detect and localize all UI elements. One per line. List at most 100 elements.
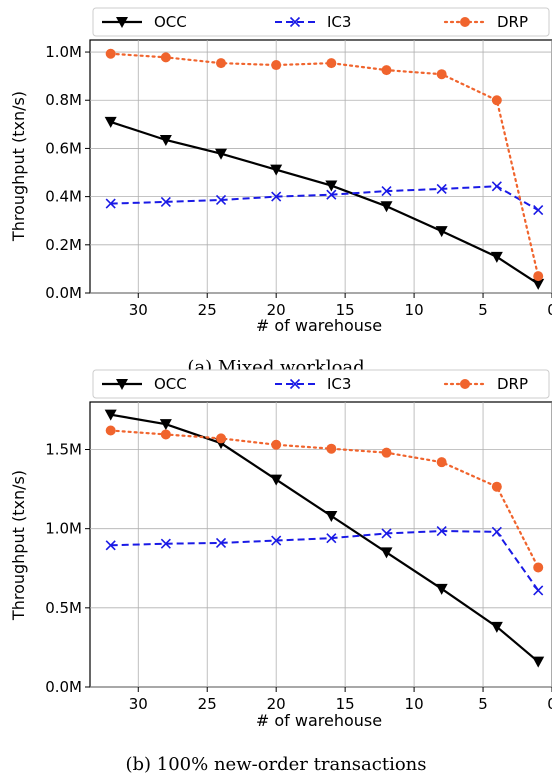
data-point-ic3	[436, 183, 447, 194]
x-tick-label: 25	[198, 695, 217, 713]
data-point-occ	[159, 134, 172, 146]
data-point-ic3	[326, 533, 337, 544]
legend-marker-ic3	[289, 378, 301, 390]
y-tick-label: 0.8M	[45, 91, 82, 109]
gridlines	[90, 40, 552, 294]
data-point-drp	[436, 69, 447, 80]
data-point-ic3	[105, 540, 116, 551]
data-point-occ	[215, 148, 228, 160]
data-point-occ	[490, 251, 503, 263]
data-point-occ	[435, 583, 448, 595]
data-point-occ	[435, 226, 448, 238]
data-point-occ	[532, 278, 545, 290]
series-line-occ	[110, 120, 539, 285]
data-point-drp	[381, 447, 392, 458]
chart-panel-b: 0.0M0.5M1.0M1.5M 302520151050 OCCIC3DRP …	[9, 369, 552, 775]
data-point-ic3	[381, 528, 392, 539]
data-point-occ	[532, 656, 545, 668]
data-point-ic3	[381, 186, 392, 197]
x-tick-label: 5	[478, 301, 488, 319]
data-point-ic3	[271, 191, 282, 202]
data-point-ic3	[533, 585, 544, 596]
data-point-drp	[533, 271, 544, 282]
data-point-ic3	[491, 526, 502, 537]
caption-b: (b) 100% new-order transactions	[125, 754, 426, 775]
x-axis-label: # of warehouse	[256, 711, 382, 730]
x-tick-label: 30	[129, 695, 148, 713]
x-tick-label: 30	[129, 301, 148, 319]
y-axis-label: Throughput (txn/s)	[9, 91, 28, 242]
data-point-drp	[271, 60, 282, 71]
data-point-drp	[160, 52, 171, 63]
data-point-drp	[216, 433, 227, 444]
x-tick-label: 20	[267, 695, 286, 713]
data-point-occ	[325, 511, 338, 522]
legend-label-drp: DRP	[497, 13, 528, 31]
data-point-drp	[271, 439, 282, 450]
data-point-ic3	[326, 189, 337, 200]
data-point-occ	[159, 419, 172, 431]
y-tick-label: 0.4M	[45, 188, 82, 206]
series-line-drp	[109, 429, 540, 569]
legend-label-ic3: IC3	[327, 375, 351, 393]
data-point-drp	[105, 48, 116, 59]
data-point-ic3	[160, 196, 171, 207]
data-point-occ	[270, 474, 283, 486]
x-tick-label: 15	[336, 695, 355, 713]
y-ticks: 0.0M 0.5M 1.0M 1.5M	[45, 441, 90, 696]
data-point-drp	[491, 95, 502, 106]
legend: OCC IC3 DRP	[92, 7, 550, 37]
data-point-ic3	[105, 198, 116, 209]
legend: OCC IC3 DRP	[92, 369, 550, 399]
legend-label-occ: OCC	[154, 375, 187, 393]
y-tick-label: 0.6M	[45, 139, 82, 157]
x-tick-label: 10	[405, 695, 424, 713]
x-tick-label: 25	[198, 301, 217, 319]
data-point-drp	[326, 443, 337, 454]
data-point-ic3	[215, 194, 227, 206]
data-point-ic3	[215, 537, 227, 548]
y-tick-label: 0.0M	[45, 284, 82, 302]
data-point-occ	[104, 409, 117, 421]
data-point-occ	[270, 164, 283, 176]
x-tick-label: 0	[547, 301, 552, 319]
legend-box	[92, 369, 550, 399]
y-tick-label: 1.0M	[45, 520, 82, 538]
x-tick-label: 0	[547, 695, 552, 713]
data-point-drp	[326, 58, 337, 69]
y-tick-label: 0.2M	[45, 236, 82, 254]
y-tick-label: 0.0M	[45, 678, 82, 696]
data-point-drp	[491, 481, 502, 492]
legend-box	[92, 7, 550, 37]
y-axis-label: Throughput (txn/s)	[9, 470, 28, 621]
data-point-ic3	[271, 535, 282, 546]
data-point-occ	[104, 116, 117, 128]
data-point-drp	[436, 457, 447, 468]
data-point-drp	[216, 58, 227, 69]
x-tick-label: 10	[405, 301, 424, 319]
series-layer	[104, 409, 545, 668]
data-point-drp	[105, 425, 116, 436]
legend-label-ic3: IC3	[327, 13, 351, 31]
chart-panel-a: 0.0M 0.2M 0.4M 0.6M 0.8M 1.0M 30 25 20 15 10 5 0 OC…	[9, 7, 552, 378]
y-tick-label: 1.0M	[45, 43, 82, 61]
series-line-drp	[109, 52, 540, 278]
x-ticks: 30 25 20 15 10 5 0	[129, 293, 552, 319]
legend-label-occ: OCC	[154, 13, 187, 31]
y-tick-label: 1.5M	[45, 441, 82, 459]
series-line-ic3	[110, 185, 539, 211]
data-point-ic3	[491, 181, 502, 192]
x-ticks: 30 25 20 15 10 5 0	[129, 687, 552, 713]
data-point-drp	[160, 429, 171, 440]
data-point-drp	[533, 562, 544, 573]
y-ticks: 0.0M 0.2M 0.4M 0.6M 0.8M 1.0M	[45, 43, 90, 302]
legend-marker-occ	[116, 17, 128, 28]
data-point-drp	[381, 65, 392, 76]
data-point-ic3	[533, 205, 544, 216]
legend-marker-drp	[460, 379, 470, 389]
x-tick-label: 20	[267, 301, 286, 319]
data-point-occ	[380, 547, 393, 559]
data-point-ic3	[436, 525, 447, 537]
data-point-occ	[490, 621, 503, 633]
